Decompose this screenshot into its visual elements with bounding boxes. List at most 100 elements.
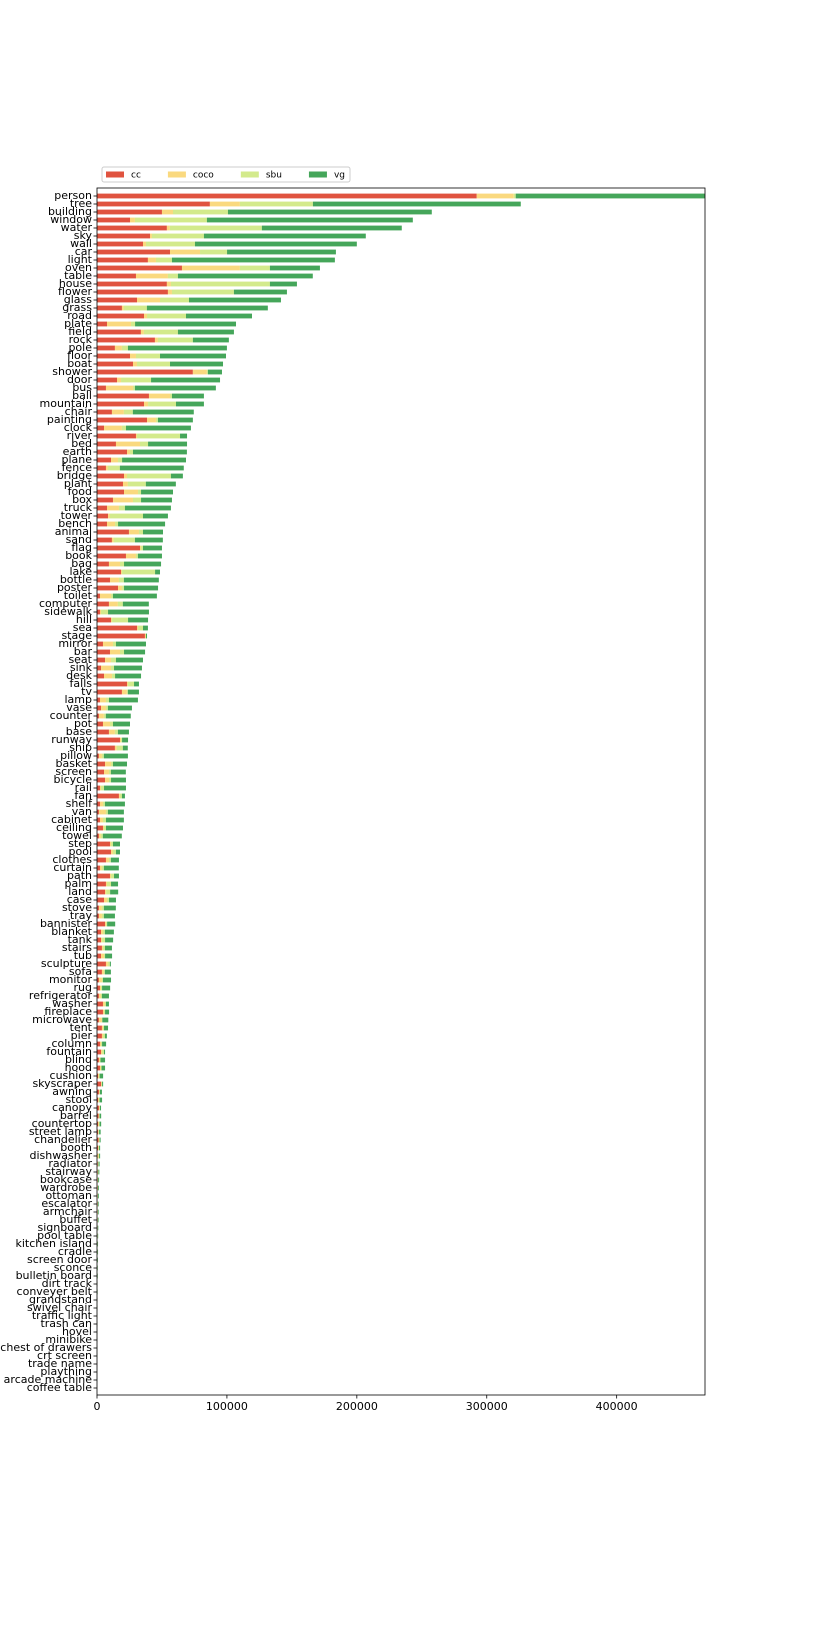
bar-segment xyxy=(193,338,229,343)
bar-segment xyxy=(97,266,182,271)
bar-segment xyxy=(102,978,103,983)
bar-segment xyxy=(102,866,104,871)
bar-segment xyxy=(97,826,103,831)
bar-segment xyxy=(97,802,100,807)
x-tick-label: 0 xyxy=(94,1400,101,1413)
bar-segment xyxy=(97,970,102,975)
bar-segment xyxy=(106,882,107,887)
bar-segment xyxy=(97,882,106,887)
bar-segment xyxy=(98,1210,99,1215)
bar-segment xyxy=(136,354,160,359)
bar-segment xyxy=(97,314,144,319)
bar-segment xyxy=(103,1010,104,1015)
bar-segment xyxy=(102,994,109,999)
bar-segment xyxy=(270,266,320,271)
bar-segment xyxy=(99,1146,100,1151)
bar-segment xyxy=(227,250,336,255)
bar-segment xyxy=(124,562,161,567)
bar-segment xyxy=(114,874,119,879)
bar-segment xyxy=(97,234,150,239)
bar-segment xyxy=(514,194,516,199)
bar-segment xyxy=(113,642,116,647)
bar-segment xyxy=(108,810,124,815)
bar-segment xyxy=(97,210,162,215)
bar-segment xyxy=(97,930,101,935)
bar-segment xyxy=(101,938,102,943)
bar-segment xyxy=(143,530,163,535)
bar-segment xyxy=(97,418,147,423)
bar-segment xyxy=(111,594,113,599)
bar-segment xyxy=(139,530,143,535)
bar-segment xyxy=(176,402,204,407)
bar-segment xyxy=(135,322,236,327)
bar-segment xyxy=(107,882,111,887)
bar-segment xyxy=(104,754,128,759)
bar-segment xyxy=(100,594,111,599)
bar-segment xyxy=(103,802,105,807)
bar-segment xyxy=(97,330,141,335)
bar-segment xyxy=(98,1186,99,1191)
bar-segment xyxy=(108,466,120,471)
bar-segment xyxy=(122,738,128,743)
bar-segment xyxy=(147,314,186,319)
bar-segment xyxy=(101,706,106,711)
bar-segment xyxy=(128,690,139,695)
bar-segment xyxy=(97,850,111,855)
bar-segment xyxy=(97,290,168,295)
bar-segment xyxy=(111,778,126,783)
bar-segment xyxy=(97,490,124,495)
bar-segment xyxy=(97,634,145,639)
bar-segment xyxy=(133,450,187,455)
bar-segment xyxy=(124,410,133,415)
bar-segment xyxy=(102,914,104,919)
bar-segment xyxy=(148,258,156,263)
bar-segment xyxy=(103,978,111,983)
bar-segment xyxy=(98,1074,99,1079)
bar-segment xyxy=(141,498,172,503)
bar-segment xyxy=(171,474,183,479)
bar-segment xyxy=(151,378,220,383)
bar-segment xyxy=(97,498,113,503)
bar-segment xyxy=(97,338,155,343)
bar-segment xyxy=(97,858,106,863)
bar-segment xyxy=(102,1026,103,1031)
bar-segment xyxy=(98,1202,99,1207)
bar-segment xyxy=(140,442,148,447)
bar-segment xyxy=(141,490,173,495)
bar-segment xyxy=(100,1122,102,1127)
bar-segment xyxy=(99,1098,100,1103)
bar-segment xyxy=(99,754,102,759)
bar-segment xyxy=(106,858,109,863)
bar-segment xyxy=(109,562,120,567)
bar-segment xyxy=(135,538,163,543)
bar-segment xyxy=(100,818,103,823)
bar-segment xyxy=(101,986,102,991)
bar-segment xyxy=(97,530,129,535)
bar-segment xyxy=(97,426,104,431)
bar-segment xyxy=(158,338,193,343)
bar-segment xyxy=(136,554,138,559)
bar-segment xyxy=(116,442,140,447)
bar-segment xyxy=(103,834,122,839)
bar-segment xyxy=(156,418,158,423)
bar-segment xyxy=(104,898,107,903)
bar-segment xyxy=(109,602,118,607)
bar-segment xyxy=(97,394,149,399)
bar-segment xyxy=(123,602,149,607)
bar-segment xyxy=(102,1066,106,1071)
bar-segment xyxy=(97,242,143,247)
bar-segment xyxy=(111,458,118,463)
bar-segment xyxy=(97,570,121,575)
bar-segment xyxy=(113,722,130,727)
bar-segment xyxy=(97,194,477,199)
bar-segment xyxy=(162,210,173,215)
bar-segment xyxy=(115,746,117,751)
bar-segment xyxy=(102,1018,108,1023)
bar-segment xyxy=(210,202,240,207)
bar-segment xyxy=(207,218,413,223)
bar-segment xyxy=(97,866,100,871)
bar-segment xyxy=(97,618,111,623)
bar-segment xyxy=(143,242,146,247)
bar-segment xyxy=(101,1066,102,1071)
